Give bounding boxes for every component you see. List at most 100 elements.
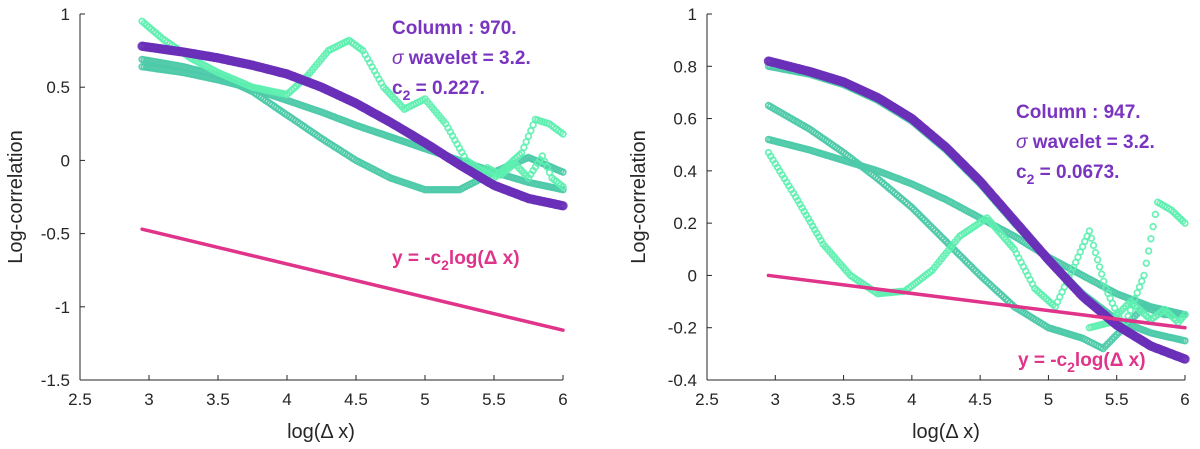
- series-main: [137, 41, 568, 211]
- chart-panel-right: 2.5 3 3.5 4 4.5 5 5.5 6 -0.4-0.200.20.40.60.81 …: [628, 5, 1190, 443]
- data-point: [1095, 263, 1104, 271]
- c2-value-right: = 0.0673.: [1034, 162, 1119, 183]
- data-point: [1135, 283, 1144, 291]
- y-tick-label: 0: [688, 266, 697, 285]
- data-point: [1138, 277, 1146, 285]
- x-tick-label: 2.5: [68, 390, 92, 409]
- y-ticks-right: -0.4 -0.2 0 0.2 0.4 0.6 0.8 1: [668, 5, 712, 390]
- data-point: [1181, 219, 1189, 227]
- x-tick-label: 6: [558, 390, 567, 409]
- c2-value-left: = 0.227.: [410, 78, 484, 99]
- sigma-symbol-left: σ: [392, 48, 405, 69]
- data-point: [1140, 271, 1148, 280]
- data-point: [1085, 227, 1094, 235]
- x-tick-label: 3.5: [832, 390, 856, 409]
- data-point: [559, 183, 567, 191]
- data-point: [559, 168, 567, 176]
- data-point: [1144, 247, 1153, 255]
- annotation-column-left: Column : 970.: [392, 18, 517, 39]
- data-point: [1181, 337, 1189, 345]
- y-tick-label: 0.6: [673, 110, 697, 129]
- y-tick-label: 0: [61, 151, 70, 170]
- data-point: [522, 138, 530, 146]
- data-point: [559, 130, 567, 138]
- y-tick-label: 0.5: [46, 78, 70, 97]
- fit-suffix-right: log(Δ x): [1075, 350, 1146, 371]
- series-teal-3: [764, 101, 1189, 353]
- x-tick-label: 5: [420, 390, 429, 409]
- annotation-fit-left: y = -c2log(Δ x): [392, 248, 520, 273]
- y-axis-label-right: Log-correlation: [628, 130, 650, 263]
- y-tick-label: 0.4: [673, 162, 697, 181]
- x-ticks-left: 2.5 3 3.5 4 4.5 5 5.5 6: [68, 375, 568, 409]
- c2-prefix-left: c: [392, 78, 403, 99]
- fit-prefix-left: y = -c: [392, 248, 442, 269]
- y-tick-label: -1: [55, 298, 70, 317]
- sigma-text-right: wavelet = 3.2.: [1027, 132, 1154, 153]
- plot-area-left: [80, 14, 563, 380]
- x-tick-label: 4: [282, 390, 291, 409]
- data-point: [558, 201, 568, 211]
- y-tick-label: 0.8: [673, 57, 697, 76]
- data-point: [1091, 248, 1100, 257]
- chart-panel-left: 2.5 3 3.5 4 4.5 5 5.5 6 -1.5 -1 -0.5 0 0.5 1 log(Δ x…: [5, 5, 568, 443]
- y-tick-label: -0.4: [668, 371, 697, 390]
- data-point: [1151, 210, 1160, 219]
- data-point: [1133, 289, 1141, 297]
- x-axis-label-right: log(Δ x): [912, 421, 980, 443]
- data-point: [1147, 235, 1155, 243]
- annotation-column-right: Column : 947.: [1016, 102, 1141, 123]
- fit-prefix-right: y = -c: [1018, 350, 1068, 371]
- data-point: [1126, 306, 1135, 314]
- y-axis-label-left: Log-correlation: [5, 130, 27, 263]
- x-tick-label: 3: [144, 390, 153, 409]
- y-tick-label: -0.2: [668, 319, 697, 338]
- x-tick-label: 2.5: [695, 390, 719, 409]
- series-green-1: [764, 148, 1189, 332]
- data-marks-right: [763, 56, 1190, 364]
- y-tick-label: -1.5: [41, 371, 70, 390]
- series-green-2: [483, 152, 567, 191]
- series-main: [763, 56, 1190, 364]
- x-axis-label-left: log(Δ x): [287, 421, 355, 443]
- x-tick-label: 3: [771, 390, 780, 409]
- data-point: [1149, 222, 1157, 231]
- x-tick-label: 6: [1180, 390, 1189, 409]
- data-point: [1180, 354, 1190, 364]
- annotation-sigma-left: σ wavelet = 3.2.: [392, 48, 531, 69]
- data-point: [1089, 241, 1098, 250]
- x-tick-label: 5: [1044, 390, 1053, 409]
- annotation-fit-right: y = -c2log(Δ x): [1018, 350, 1146, 375]
- fit-line: [140, 227, 565, 332]
- data-point: [1097, 270, 1106, 278]
- data-point: [1181, 310, 1189, 319]
- data-point: [1093, 256, 1102, 264]
- y-ticks-left: -1.5 -1 -0.5 0 0.5 1: [41, 5, 85, 390]
- fit-line: [766, 273, 1187, 330]
- data-point: [1087, 234, 1096, 242]
- y-tick-label: 1: [61, 5, 70, 24]
- x-tick-label: 4.5: [968, 390, 992, 409]
- x-ticks-right: 2.5 3 3.5 4 4.5 5 5.5 6: [695, 375, 1190, 409]
- c2-sub-right: 2: [1027, 171, 1035, 187]
- fit-sub-left: 2: [441, 257, 449, 273]
- data-point: [1142, 259, 1150, 267]
- x-tick-label: 5.5: [1105, 390, 1129, 409]
- x-tick-label: 4.5: [344, 390, 368, 409]
- c2-sub-left: 2: [403, 87, 411, 103]
- sigma-text-left: wavelet = 3.2.: [403, 48, 530, 69]
- y-tick-label: 0.2: [673, 214, 697, 233]
- x-tick-label: 3.5: [206, 390, 230, 409]
- fit-suffix-left: log(Δ x): [449, 248, 520, 269]
- x-tick-label: 4: [907, 390, 916, 409]
- data-point: [1099, 277, 1108, 285]
- annotation-c2-left: c2 = 0.227.: [392, 78, 485, 103]
- y-tick-label: 1: [688, 5, 697, 24]
- c2-prefix-right: c: [1016, 162, 1027, 183]
- data-marks-left: [137, 17, 568, 332]
- fit-sub-right: 2: [1067, 359, 1075, 375]
- annotation-c2-right: c2 = 0.0673.: [1016, 162, 1119, 187]
- sigma-symbol-right: σ: [1016, 132, 1029, 153]
- y-tick-label: -0.5: [41, 225, 70, 244]
